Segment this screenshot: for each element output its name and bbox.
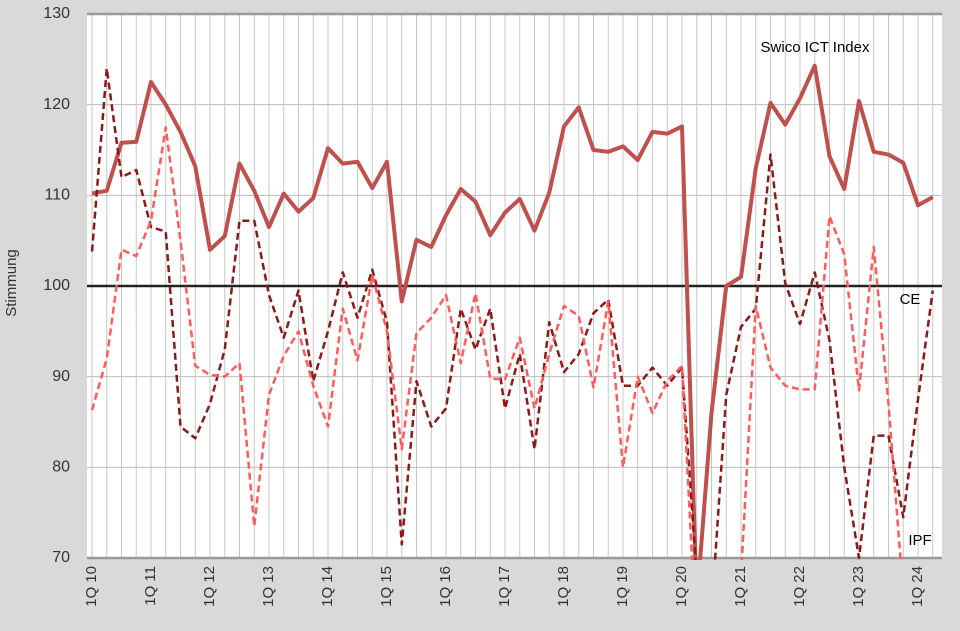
y-axis-label: Stimmung	[3, 249, 20, 317]
x-tick-label: 1Q 18	[555, 566, 572, 607]
y-tick-label: 90	[52, 368, 70, 385]
line-series	[90, 67, 934, 560]
y-tick-label: 110	[44, 187, 70, 204]
x-tick-label: 1Q 14	[319, 566, 336, 607]
x-tick-label: 1Q 23	[850, 566, 867, 607]
series-layer	[90, 63, 934, 560]
x-tick-label: 1Q 19	[614, 566, 631, 607]
x-tick-label: 1Q 13	[260, 566, 277, 607]
x-tick-label: 1Q 17	[496, 566, 513, 607]
line-series	[91, 63, 934, 560]
x-tick-label: 1Q 22	[791, 566, 808, 607]
x-tick-label: 1Q 20	[673, 566, 690, 607]
x-tick-label: 1Q 12	[201, 566, 218, 607]
x-tick-label: 1Q 21	[732, 566, 749, 607]
y-tick-label: 100	[43, 277, 70, 294]
x-tick-label: 1Q 16	[437, 566, 454, 607]
line-series	[90, 126, 902, 560]
x-tick-label: 1Q 10	[83, 566, 100, 607]
x-tick-label: 1Q 11	[142, 566, 159, 606]
y-tick-label: 130	[43, 5, 70, 22]
y-tick-label: 80	[52, 459, 70, 476]
series-label: Swico ICT Index	[761, 39, 870, 56]
series-label: CE	[900, 291, 921, 308]
y-tick-label: 120	[43, 96, 70, 113]
x-tick-label: 1Q 15	[378, 566, 395, 607]
series-label: IPF	[908, 532, 931, 549]
x-tick-label: 1Q 24	[909, 566, 926, 607]
y-tick-label: 70	[52, 549, 70, 566]
